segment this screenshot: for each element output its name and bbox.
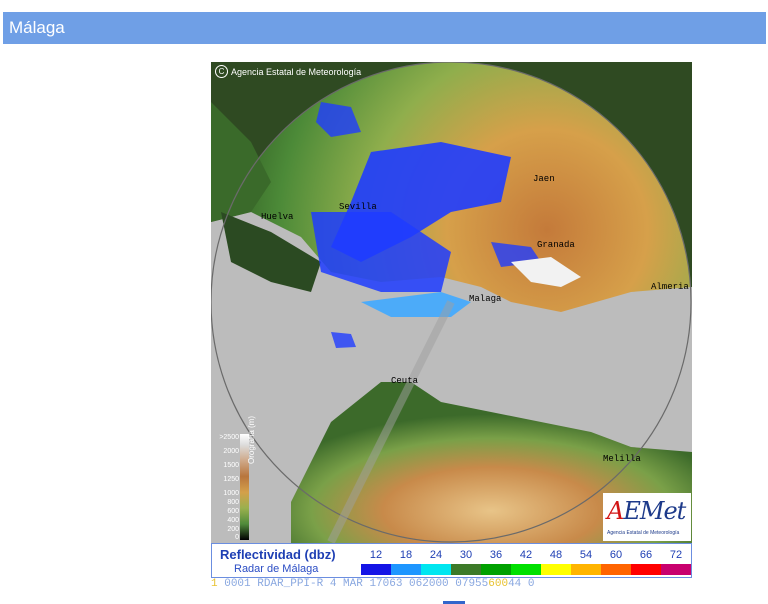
elevation-label: 200 <box>227 526 239 533</box>
beam-block <box>327 300 455 543</box>
elevation-label: 1250 <box>223 476 239 483</box>
scale-value: 36 <box>489 549 503 561</box>
copyright-icon: C <box>215 65 228 78</box>
legend-swatch <box>511 564 541 575</box>
city-melilla: Melilla <box>603 454 641 464</box>
copyright-text: Agencia Estatal de Meteorología <box>231 66 362 77</box>
scale-value: 54 <box>579 549 593 561</box>
elevation-label: 0 <box>235 534 239 541</box>
elevation-label: 800 <box>227 499 239 506</box>
header-bar: Málaga <box>3 12 766 44</box>
ticker-prefix: 1 <box>211 578 218 590</box>
legend-swatch <box>391 564 421 575</box>
elevation-gradient <box>240 434 249 540</box>
scale-value: 30 <box>459 549 473 561</box>
legend-swatch <box>631 564 661 575</box>
city-sevilla: Sevilla <box>339 202 377 212</box>
legend-swatch <box>571 564 601 575</box>
legend-swatch <box>361 564 391 575</box>
scale-value: 12 <box>369 549 383 561</box>
legend-swatch <box>661 564 691 575</box>
scale-value: 24 <box>429 549 443 561</box>
city-jaen: Jaen <box>533 174 555 184</box>
radar-map <box>211 62 692 543</box>
guadalquivir-mouth <box>221 212 321 292</box>
reflectivity-legend: Reflectividad (dbz) Radar de Málaga 12 1… <box>211 543 692 578</box>
legend-swatch <box>421 564 451 575</box>
logo-mark: AEMet <box>607 497 686 525</box>
sierra-nevada-snow <box>511 257 581 287</box>
scale-value: 66 <box>639 549 653 561</box>
scale-value: 60 <box>609 549 623 561</box>
aemet-logo: AEMet Agencia Estatal de Meteorología <box>603 493 691 541</box>
legend-swatch <box>451 564 481 575</box>
radar-range-ring <box>211 62 692 543</box>
ticker-highlight: 600 <box>488 578 509 590</box>
elevation-label: 2000 <box>223 448 239 455</box>
elevation-label: 1500 <box>223 462 239 469</box>
city-malaga: Malaga <box>469 294 502 304</box>
legend-swatches <box>361 564 691 575</box>
legend-scale: 12 18 24 30 36 42 48 54 60 66 72 <box>361 549 691 561</box>
elevation-label: 400 <box>227 517 239 524</box>
city-granada: Granada <box>537 240 575 250</box>
radar-image: C Agencia Estatal de Meteorología Jaen G… <box>211 62 692 543</box>
scale-value: 42 <box>519 549 533 561</box>
elevation-label: 600 <box>227 508 239 515</box>
page-title: Málaga <box>9 18 65 37</box>
legend-title: Reflectividad (dbz) <box>220 547 336 562</box>
rain-echoes <box>311 102 541 348</box>
ticker-text: 0001 RDAR_PPI-R 4 MAR 17063 062000 07955 <box>224 578 489 590</box>
city-almeria: Almeria <box>651 282 689 292</box>
elevation-label: >2500 <box>219 434 239 441</box>
legend-swatch <box>541 564 571 575</box>
scale-value: 72 <box>669 549 683 561</box>
status-ticker: 1 0001 RDAR_PPI-R 4 MAR 17063 062000 079… <box>211 578 692 592</box>
city-huelva: Huelva <box>261 212 294 222</box>
elevation-label: 1000 <box>223 490 239 497</box>
legend-swatch <box>601 564 631 575</box>
logo-subtitle: Agencia Estatal de Meteorología <box>607 530 680 536</box>
elevation-title: Orografía (m) <box>247 415 256 464</box>
ticker-tail: 44 0 <box>508 578 535 590</box>
scale-value: 48 <box>549 549 563 561</box>
legend-subtitle: Radar de Málaga <box>234 563 319 575</box>
portugal-land <box>211 102 271 222</box>
elevation-scale: >2500 2000 1500 1250 1000 800 600 400 20… <box>217 416 256 541</box>
legend-swatch <box>481 564 511 575</box>
scale-value: 18 <box>399 549 413 561</box>
city-ceuta: Ceuta <box>391 376 419 386</box>
copyright: C Agencia Estatal de Meteorología <box>215 65 361 78</box>
page-indicator[interactable] <box>443 601 465 604</box>
